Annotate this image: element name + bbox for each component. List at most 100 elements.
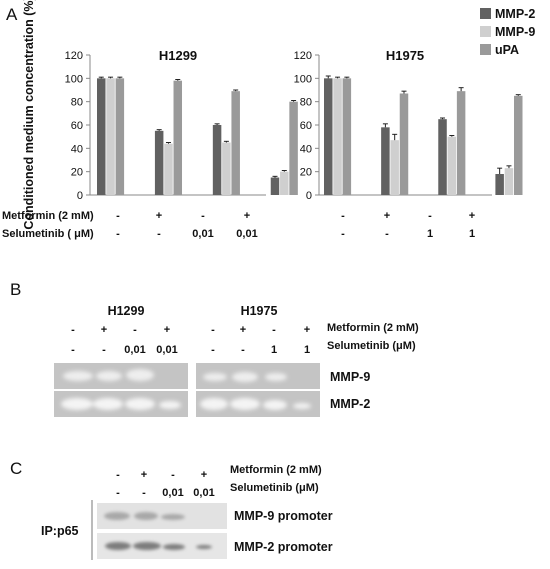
c-metformin-label: Metformin (2 mM)	[230, 464, 322, 476]
panel-letter-c: C	[10, 459, 22, 478]
chart-title-h1299: H1299	[159, 48, 197, 63]
bar-h1975-upa-3	[456, 91, 466, 195]
bar-h1299-mmp2-4	[270, 177, 280, 195]
panel-letter-b: B	[10, 280, 21, 299]
a-metformin-label: Metformin (2 mM)	[2, 210, 94, 222]
b-h1975-selumetinib-value: 1	[304, 344, 310, 356]
legend-label-mmp2: MMP-2	[495, 7, 535, 21]
chart-title-h1975: H1975	[386, 48, 424, 63]
bar-h1299-mmp2-3	[212, 125, 222, 195]
b-h1299-selumetinib-value: -	[102, 344, 106, 356]
c-metformin-value: +	[201, 469, 207, 481]
panel-letter-a: A	[6, 5, 18, 24]
a-h1975-selumetinib-value: 1	[469, 228, 475, 240]
bar-h1975-mmp2-4	[495, 174, 504, 195]
y-tick-label: 60	[300, 120, 312, 132]
c-metformin-value: -	[171, 469, 175, 481]
a-h1299-metformin-value: -	[201, 210, 205, 222]
c-treatment-values: - + - + - - 0,01 0,01	[116, 469, 215, 499]
b-h1975-selumetinib-value: -	[241, 344, 245, 356]
a-h1975-metformin-value: -	[341, 210, 345, 222]
a-h1299-metformin-value: -	[116, 210, 120, 222]
bar-h1299-upa-4	[289, 101, 298, 195]
c-metformin-value: -	[116, 469, 120, 481]
y-tick-label: 0	[306, 190, 312, 202]
y-tick-label: 20	[71, 167, 83, 179]
b-row2-label: MMP-2	[330, 397, 370, 411]
b-title-h1975: H1975	[241, 304, 278, 318]
y-tick-label: 0	[77, 190, 83, 202]
bar-h1299-mmp9-4	[280, 171, 289, 195]
b-h1299-selumetinib-value: 0,01	[124, 344, 145, 356]
b-h1975-selumetinib-value: 1	[271, 344, 277, 356]
bar-h1299-mmp9-1	[106, 78, 115, 195]
bar-h1975-upa-2	[399, 93, 409, 195]
bar-h1299-upa-2	[173, 80, 183, 195]
y-tick-label: 100	[294, 73, 312, 85]
bar-h1975-upa-4	[514, 95, 523, 195]
y-axis-label: Conditioned medium concentration (%)	[22, 0, 36, 230]
b-selumetinib-label: Selumetinib (μM)	[327, 340, 416, 352]
c-blot-mmp9-promoter	[97, 503, 227, 529]
y-tick-label: 80	[300, 97, 312, 109]
legend-label-mmp9: MMP-9	[495, 25, 535, 39]
c-selumetinib-value: -	[142, 487, 146, 499]
bar-h1975-mmp9-3	[447, 136, 457, 195]
y-tick-label: 40	[71, 143, 83, 155]
b-h1299-metformin-value: +	[164, 324, 170, 336]
a-selumetinib-label: Selumetinib ( μM)	[2, 228, 94, 240]
y-tick-label: 40	[300, 143, 312, 155]
a-h1975-metformin-value: -	[428, 210, 432, 222]
a-h1299-selumetinib-value: 0,01	[236, 228, 257, 240]
a-h1299-selumetinib-value: -	[116, 228, 120, 240]
a-treatment-values: - + - + - - 0,01 0,01 - + - + - - 1 1	[116, 210, 475, 240]
b-treatment-values: - + - + - - 0,01 0,01 - + - + - - 1 1	[71, 324, 310, 356]
bar-h1299-mmp9-3	[222, 142, 231, 195]
a-h1975-metformin-value: +	[384, 210, 390, 222]
legend-label-upa: uPA	[495, 43, 519, 57]
c-selumetinib-value: 0,01	[193, 487, 214, 499]
bar-h1975-upa-1	[342, 78, 352, 195]
bar-h1299-mmp2-2	[154, 130, 164, 195]
bar-h1975-mmp9-4	[504, 168, 514, 195]
b-title-h1299: H1299	[108, 304, 145, 318]
b-row1-label: MMP-9	[330, 370, 370, 384]
a-h1975-selumetinib-value: -	[385, 228, 389, 240]
bar-h1975-mmp9-2	[390, 140, 399, 195]
b-h1299-selumetinib-value: -	[71, 344, 75, 356]
legend: MMP-2 MMP-9 uPA	[480, 7, 535, 57]
b-metformin-label: Metformin (2 mM)	[327, 322, 419, 334]
c-metformin-value: +	[141, 469, 147, 481]
a-h1975-metformin-value: +	[469, 210, 475, 222]
c-row2-label: MMP-2 promoter	[234, 540, 333, 554]
bar-h1299-mmp9-2	[164, 143, 173, 195]
a-h1299-metformin-value: +	[244, 210, 250, 222]
a-h1299-metformin-value: +	[156, 210, 162, 222]
b-h1299-metformin-value: -	[71, 324, 75, 336]
a-h1299-selumetinib-value: -	[157, 228, 161, 240]
c-selumetinib-value: -	[116, 487, 120, 499]
bar-h1299-upa-1	[115, 78, 125, 195]
c-ip-label: IP:p65	[41, 524, 79, 538]
bar-h1975-mmp2-1	[324, 78, 333, 195]
y-tick-label: 100	[65, 73, 83, 85]
y-tick-label: 120	[65, 50, 83, 62]
y-tick-label: 60	[71, 120, 83, 132]
y-tick-label: 20	[300, 167, 312, 179]
bar-h1975-mmp9-1	[333, 78, 342, 195]
c-row1-label: MMP-9 promoter	[234, 509, 333, 523]
b-h1975-metformin-value: +	[240, 324, 246, 336]
c-selumetinib-value: 0,01	[162, 487, 183, 499]
bar-h1975-mmp2-3	[438, 119, 447, 195]
b-h1299-metformin-value: -	[133, 324, 137, 336]
a-h1299-selumetinib-value: 0,01	[192, 228, 213, 240]
y-tick-label: 80	[71, 97, 83, 109]
c-blot-mmp2-promoter	[97, 533, 227, 559]
bar-h1975-mmp2-2	[381, 127, 390, 195]
chart-h1975: H1975 0 20 40 60 80 100 120	[294, 48, 523, 202]
b-h1975-metformin-value: +	[304, 324, 310, 336]
a-h1975-selumetinib-value: 1	[427, 228, 433, 240]
y-tick-label: 120	[294, 50, 312, 62]
b-blot-mmp9	[54, 363, 320, 389]
